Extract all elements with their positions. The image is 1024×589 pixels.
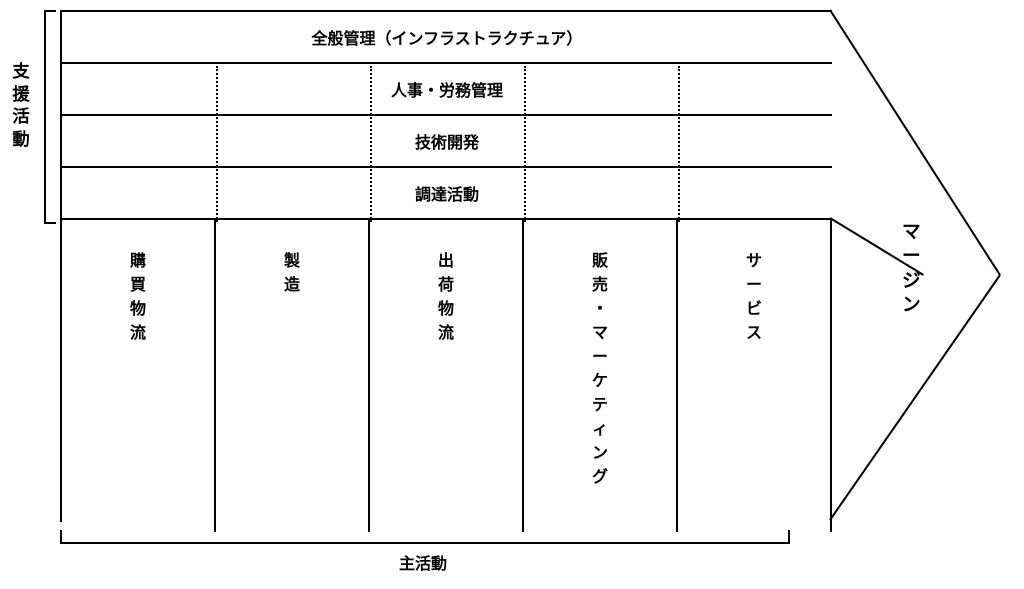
primary-activities-bracket [60, 530, 790, 544]
arrowhead [0, 0, 1024, 589]
primary-activities-bottom-label: 主活動 [60, 550, 786, 574]
value-chain-diagram: 支援活動 全般管理（インフラストラクチュア）人事・労務管理技術開発調達活動 購買… [0, 0, 1024, 589]
margin-label: マージン [902, 220, 921, 317]
